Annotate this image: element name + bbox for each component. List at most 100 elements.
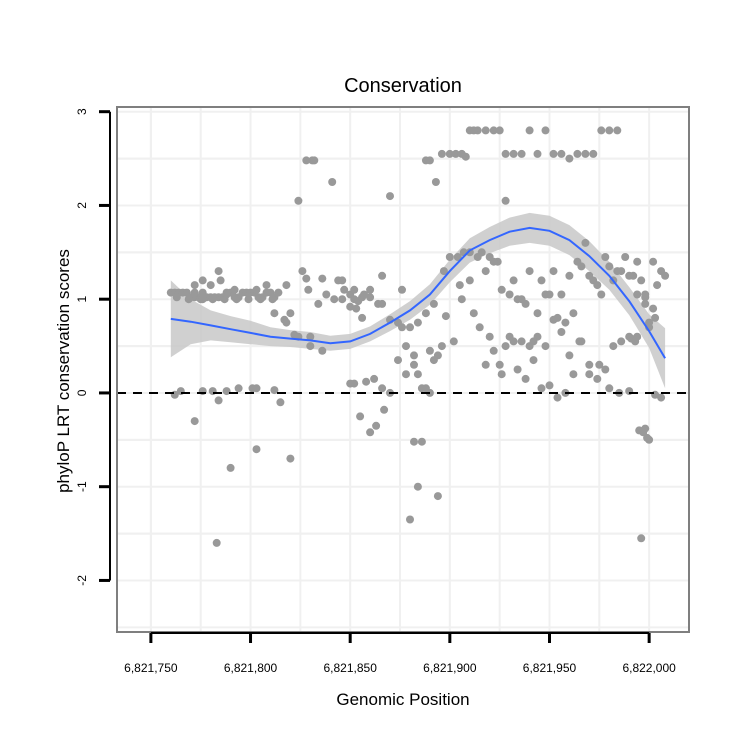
data-point <box>605 126 614 135</box>
data-point <box>557 290 566 299</box>
x-axis-title: Genomic Position <box>336 690 469 709</box>
y-tick-label: 0 <box>75 389 89 396</box>
data-point <box>541 126 550 135</box>
data-point <box>565 154 574 163</box>
data-point <box>641 293 650 302</box>
data-point <box>366 428 375 437</box>
data-point <box>569 309 578 318</box>
data-point <box>557 149 566 158</box>
data-point <box>421 384 430 393</box>
data-point <box>517 337 526 346</box>
data-point <box>649 304 658 313</box>
data-point <box>425 156 434 165</box>
data-point <box>214 267 223 276</box>
data-point <box>234 384 243 393</box>
data-point <box>431 178 440 186</box>
data-point <box>489 126 498 135</box>
data-point <box>270 309 279 318</box>
data-point <box>222 387 231 396</box>
data-point <box>469 126 478 135</box>
data-point <box>398 323 406 332</box>
data-point <box>352 304 361 313</box>
data-point <box>366 285 375 294</box>
data-point <box>274 288 283 297</box>
data-point <box>394 356 402 365</box>
data-point <box>533 309 542 318</box>
x-tick-label: 6,821,950 <box>523 661 577 675</box>
data-point <box>609 342 618 351</box>
data-point <box>298 267 307 276</box>
data-point <box>513 365 522 374</box>
data-point <box>553 313 562 322</box>
data-point <box>425 346 434 355</box>
data-point <box>585 370 594 379</box>
data-point <box>214 396 223 405</box>
data-point <box>501 149 510 158</box>
data-point <box>549 267 558 276</box>
data-point <box>633 257 642 266</box>
data-point <box>318 346 327 355</box>
data-point <box>469 309 478 318</box>
data-point <box>437 342 446 351</box>
data-point <box>286 454 295 463</box>
data-point <box>651 313 660 322</box>
data-point <box>413 482 422 491</box>
data-point <box>657 393 666 402</box>
data-point <box>198 276 207 285</box>
y-axis: -2 -1 0 1 2 3 <box>75 108 111 586</box>
y-tick-label: -1 <box>75 481 89 492</box>
data-point <box>525 267 534 276</box>
data-point <box>561 318 570 327</box>
data-point <box>302 156 311 165</box>
data-point <box>421 309 430 318</box>
x-axis: 6,821,750 6,821,800 6,821,850 6,821,900 6,82… <box>124 632 676 675</box>
data-point <box>413 370 422 379</box>
data-point <box>362 377 371 386</box>
data-point <box>649 257 658 266</box>
smooth-line-layer <box>170 226 666 359</box>
data-point <box>495 126 504 135</box>
data-point <box>455 281 464 290</box>
y-tick-label: 3 <box>75 108 89 115</box>
y-tick-label: 1 <box>75 296 89 303</box>
data-point <box>429 356 438 365</box>
data-point <box>565 271 574 280</box>
data-point <box>216 276 225 285</box>
data-point <box>410 437 418 446</box>
data-point <box>517 149 526 158</box>
data-point <box>595 360 604 369</box>
data-point <box>481 267 490 276</box>
data-point <box>439 267 448 276</box>
data-point <box>545 381 554 390</box>
data-point <box>378 271 387 280</box>
data-point <box>212 538 221 547</box>
confidence-band <box>170 212 666 389</box>
data-point <box>310 156 319 165</box>
data-point <box>509 276 518 285</box>
data-point <box>256 295 265 304</box>
data-point <box>441 312 450 321</box>
data-point <box>282 318 291 327</box>
data-point <box>445 149 454 158</box>
data-point <box>529 337 538 346</box>
data-point <box>340 285 349 294</box>
data-point <box>252 285 261 294</box>
data-point <box>589 149 598 158</box>
data-point <box>338 276 347 285</box>
data-point <box>172 293 181 302</box>
data-point <box>453 253 462 261</box>
data-point <box>306 332 315 341</box>
data-point <box>505 290 514 299</box>
data-point <box>537 384 546 393</box>
data-point <box>356 412 365 421</box>
data-point <box>501 342 510 351</box>
smooth-line <box>170 226 666 359</box>
data-point <box>613 126 622 135</box>
data-point <box>489 346 498 355</box>
data-point <box>417 437 426 446</box>
data-point <box>366 293 375 302</box>
data-point <box>497 285 506 294</box>
data-point <box>282 281 291 290</box>
